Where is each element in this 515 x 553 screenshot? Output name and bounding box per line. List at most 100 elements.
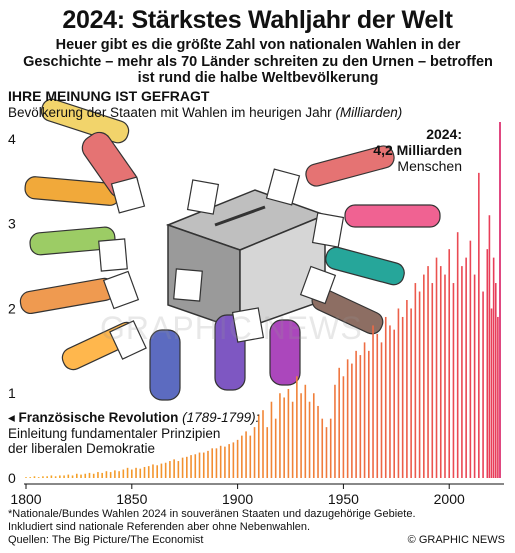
bar-1802 [29,477,32,478]
bar-1998 [444,274,446,478]
x-tick-label-1850: 1850 [116,491,147,507]
bar-1938 [317,405,319,478]
axes-group: 1800 1850 1900 1950 2000 0 1 2 3 4 [8,131,504,507]
bar-1958 [359,355,362,478]
bar-1918 [274,418,277,478]
bar-1946 [334,384,336,478]
bar-1928 [296,376,298,478]
bar-1914 [266,427,269,478]
x-tick-label-1900: 1900 [222,491,253,507]
bar-1890 [215,448,218,478]
bar-1826 [80,474,82,478]
bar-2021 [492,257,495,478]
bar-1898 [232,442,235,478]
bar-1964 [372,325,374,478]
arrow-left-icon: ◂ [8,410,15,425]
bar-1836 [101,472,103,478]
bar-1832 [92,473,95,478]
bar-2018 [486,249,489,478]
bar-1966 [376,333,379,478]
bar-2004 [456,232,459,478]
bar-1846 [122,469,125,478]
x-tick-label-1800: 1800 [10,491,41,507]
bar-1968 [380,342,383,478]
bar-1988 [423,274,425,478]
french-revolution-annotation: ◂ Französische Revolution (1789-1799): E… [8,410,259,457]
bar-1972 [389,325,391,478]
bars-group [25,122,501,478]
bar-1882 [198,452,201,478]
page-title: 2024: Stärkstes Wahljahr der Welt [62,6,453,34]
bar-1926 [291,401,294,478]
description-text: Bevölkerung der Staaten mit Wahlen im he… [8,105,332,120]
bar-2023 [497,316,499,478]
bar-1814 [54,476,57,478]
bar-1902 [241,435,243,478]
bar-1856 [143,466,146,478]
bar-1804 [33,476,36,478]
bar-1892 [219,445,222,478]
bar-1820 [67,474,70,478]
ballot-box-illustration [19,98,441,401]
x-tick-label-1950: 1950 [328,491,359,507]
bar-1834 [97,472,99,478]
bar-1900 [236,439,239,478]
bar-1952 [346,359,349,478]
bar-1962 [368,350,370,478]
bar-1884 [202,452,205,478]
bar-1872 [177,461,180,478]
bar-1860 [152,464,154,478]
bar-1880 [194,454,197,478]
y-tick-label-2: 2 [8,300,16,316]
bar-1904 [245,431,247,478]
bar-1830 [88,472,91,478]
bar-2012 [473,274,476,478]
bar-2002 [452,283,455,478]
bar-1806 [37,477,40,478]
bar-1992 [431,283,434,478]
unit-label: (Milliarden) [335,105,403,120]
bar-1852 [135,467,137,478]
bar-1948 [338,367,340,478]
bar-2006 [461,266,463,478]
bar-1916 [270,401,273,478]
bar-2014 [478,172,480,478]
bar-1864 [160,463,163,478]
bar-1878 [190,455,192,478]
bar-1944 [329,418,332,478]
bar-1982 [410,308,412,478]
bar-1812 [50,475,53,478]
brand-credit: © GRAPHIC NEWS [407,534,505,546]
bar-2010 [469,240,472,478]
bar-1986 [418,291,421,478]
bar-2020 [490,308,493,478]
bar-1930 [300,393,302,478]
bar-1828 [84,473,87,478]
bar-1960 [363,342,366,478]
callout-label: Menschen [397,158,462,174]
bar-1868 [169,461,171,478]
bar-1922 [283,397,285,478]
bar-2016 [482,291,484,478]
bar-1908 [253,427,256,478]
annotation-head: Französische Revolution [18,410,179,425]
bar-2000 [448,249,451,478]
callout-2024: 2024: 4,2 Milliarden Menschen [373,126,462,174]
bar-1888 [211,448,214,478]
bar-1954 [351,363,353,478]
bar-1920 [279,393,281,478]
bar-1906 [249,435,252,478]
watermark: GRAPHIC NEWS [100,310,363,346]
footnote: *Nationale/Bundes Wahlen 2024 in souverä… [8,508,416,547]
y-tick-label-0: 0 [8,470,16,486]
bar-1818 [63,475,65,478]
bar-1974 [393,329,395,478]
bar-1996 [439,266,442,478]
annotation-line1: Einleitung fundamentaler Prinzipien [8,425,221,441]
bar-2008 [465,257,467,478]
bar-1984 [414,283,417,478]
chart-description: Bevölkerung der Staaten mit Wahlen im he… [8,105,402,120]
bar-1866 [164,462,167,478]
callout-value: 4,2 Milliarden [373,142,462,158]
